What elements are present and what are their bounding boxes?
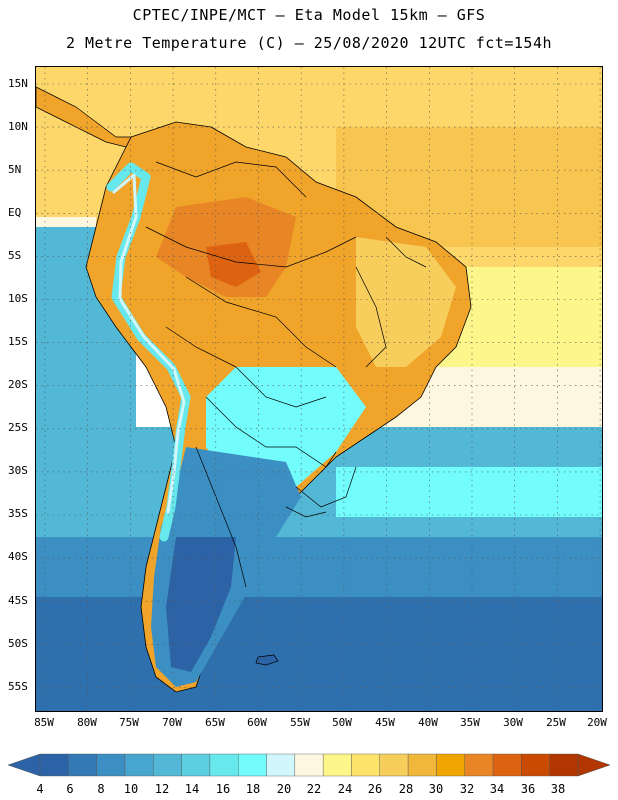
colorbar-swatch [436, 753, 465, 777]
grid-lines [36, 67, 602, 711]
lat-label-10n: 10N [8, 120, 28, 133]
map-title: CPTEC/INPE/MCT – Eta Model 15km – GFS [132, 6, 486, 24]
temperature-colorbar [7, 753, 611, 777]
colorbar-label-28: 28 [398, 782, 414, 796]
lon-label-50w: 50W [332, 716, 352, 729]
lat-label-eq: EQ [8, 206, 22, 219]
ocean-south-colder [36, 597, 602, 711]
colorbar-swatch [549, 753, 579, 777]
amazon-hottest-region [206, 242, 261, 287]
colorbar-swatch [238, 753, 267, 777]
central-america [36, 86, 132, 148]
colorbar-label-8: 8 [97, 782, 105, 796]
colorbar-label-4: 4 [36, 782, 44, 796]
lat-label-5n: 5N [8, 163, 22, 176]
colorbar-label-18: 18 [245, 782, 261, 796]
colorbar-swatch [492, 753, 522, 777]
lat-label-5s: 5S [8, 249, 22, 262]
lat-label-45s: 45S [8, 594, 28, 607]
lat-label-55s: 55S [8, 680, 28, 693]
colorbar-label-12: 12 [154, 782, 170, 796]
colorbar-label-38: 38 [550, 782, 566, 796]
colorbar-swatch [181, 753, 211, 777]
patagonia-coldest [166, 537, 236, 672]
colorbar-label-20: 20 [276, 782, 292, 796]
colorbar-label-14: 14 [184, 782, 200, 796]
colorbar-label-6: 6 [66, 782, 74, 796]
colorbar-swatch [351, 753, 380, 777]
lat-label-40s: 40S [8, 550, 28, 563]
colorbar-label-36: 36 [520, 782, 536, 796]
lon-label-55w: 55W [290, 716, 310, 729]
colorbar-label-10: 10 [123, 782, 139, 796]
colorbar-label-32: 32 [459, 782, 475, 796]
colorbar-swatch [294, 753, 324, 777]
colorbar-high-arrow [577, 753, 611, 777]
country-borders [145, 161, 427, 588]
colorbar-swatch [266, 753, 296, 777]
lon-label-70w: 70W [162, 716, 182, 729]
lon-label-25w: 25W [546, 716, 566, 729]
colorbar-swatch [124, 753, 154, 777]
colorbar-label-24: 24 [337, 782, 353, 796]
map-canvas [36, 67, 602, 711]
lon-label-75w: 75W [119, 716, 139, 729]
lat-label-30s: 30S [8, 464, 28, 477]
lon-label-30w: 30W [503, 716, 523, 729]
lon-label-20w: 20W [587, 716, 607, 729]
lon-label-80w: 80W [77, 716, 97, 729]
colorbar-label-34: 34 [489, 782, 505, 796]
lat-label-15s: 15S [8, 335, 28, 348]
colorbar-label-16: 16 [215, 782, 231, 796]
falkland-islands [255, 654, 279, 666]
ocean-atlantic-light [336, 467, 602, 517]
lon-label-60w: 60W [247, 716, 267, 729]
lon-label-85w: 85W [34, 716, 54, 729]
lat-label-15n: 15N [8, 77, 28, 90]
map-subtitle: 2 Metre Temperature (C) – 25/08/2020 12U… [65, 34, 553, 52]
colorbar-swatch [39, 753, 69, 777]
lat-label-10s: 10S [8, 292, 28, 305]
lat-label-20s: 20S [8, 378, 28, 391]
lon-label-45w: 45W [375, 716, 395, 729]
colorbar-swatch [153, 753, 182, 777]
colorbar-label-30: 30 [428, 782, 444, 796]
colorbar-low-arrow [7, 753, 41, 777]
colorbar-swatch [521, 753, 550, 777]
colorbar-swatch [322, 753, 352, 777]
colorbar-swatch [407, 753, 437, 777]
lon-label-35w: 35W [460, 716, 480, 729]
colorbar-swatch [209, 753, 239, 777]
lat-label-35s: 35S [8, 507, 28, 520]
colorbar-swatch [379, 753, 409, 777]
lon-label-65w: 65W [205, 716, 225, 729]
lat-label-50s: 50S [8, 637, 28, 650]
temperature-map [35, 66, 603, 712]
colorbar-swatch [464, 753, 494, 777]
lon-label-40w: 40W [418, 716, 438, 729]
andes-ridge-core [112, 173, 186, 514]
colorbar-swatch [96, 753, 126, 777]
colorbar-swatch [68, 753, 97, 777]
lat-label-25s: 25S [8, 421, 28, 434]
northeast-brazil-mild [356, 237, 456, 367]
colorbar-label-26: 26 [367, 782, 383, 796]
colorbar-label-22: 22 [306, 782, 322, 796]
